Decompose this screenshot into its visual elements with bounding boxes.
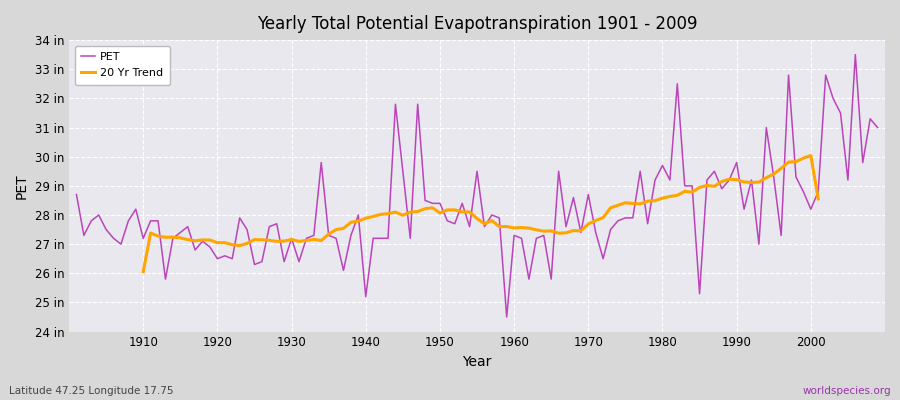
Line: PET: PET (76, 55, 878, 317)
PET (508, 233, 519, 238)
PET (338, 268, 349, 273)
20 Yr Trend (680, 189, 690, 194)
PET (501, 315, 512, 320)
Title: Yearly Total Potential Evapotranspiration 1901 - 2009: Yearly Total Potential Evapotranspiratio… (256, 15, 698, 33)
PET (516, 236, 526, 241)
20 Yr Trend (538, 229, 549, 234)
PET (71, 192, 82, 197)
20 Yr Trend (806, 153, 816, 158)
X-axis label: Year: Year (463, 355, 491, 369)
Y-axis label: PET: PET (15, 173, 29, 199)
20 Yr Trend (634, 202, 645, 206)
20 Yr Trend (664, 194, 675, 199)
Legend: PET, 20 Yr Trend: PET, 20 Yr Trend (75, 46, 170, 85)
Text: Latitude 47.25 Longitude 17.75: Latitude 47.25 Longitude 17.75 (9, 386, 174, 396)
Text: worldspecies.org: worldspecies.org (803, 386, 891, 396)
PET (293, 259, 304, 264)
PET (850, 52, 860, 57)
20 Yr Trend (672, 193, 683, 198)
20 Yr Trend (138, 269, 148, 274)
20 Yr Trend (702, 183, 713, 188)
Line: 20 Yr Trend: 20 Yr Trend (143, 156, 818, 272)
PET (130, 207, 141, 212)
PET (605, 227, 616, 232)
20 Yr Trend (813, 196, 824, 201)
PET (872, 125, 883, 130)
